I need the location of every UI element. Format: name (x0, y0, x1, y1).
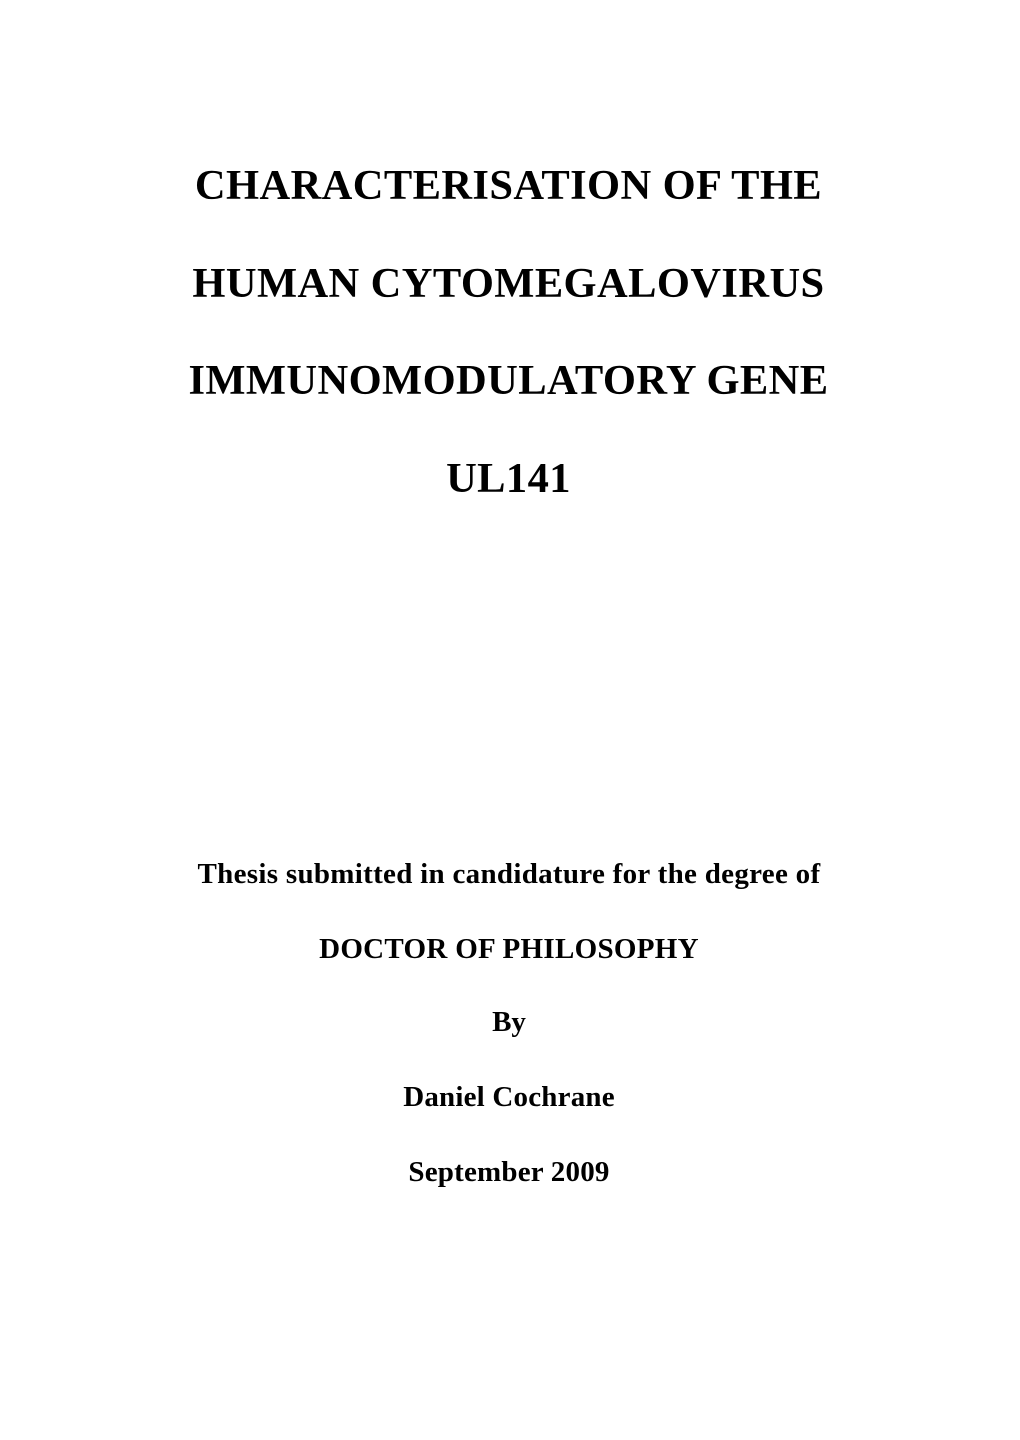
title-line-2: HUMAN CYTOMEGALOVIRUS (77, 263, 940, 306)
title-line-3: IMMUNOMODULATORY GENE (77, 360, 940, 403)
author-name: Daniel Cochrane (78, 1081, 940, 1114)
title-line-4: UL141 (77, 458, 940, 501)
submission-block: Thesis submitted in candidature for the … (78, 858, 940, 1189)
degree-title: DOCTOR OF PHILOSOPHY (78, 933, 940, 966)
title-line-1: CHARACTERISATION OF THE (77, 165, 940, 208)
by-label: By (78, 1006, 940, 1039)
thesis-title-page: CHARACTERISATION OF THE HUMAN CYTOMEGALO… (0, 0, 1020, 1440)
submission-text: Thesis submitted in candidature for the … (78, 858, 940, 891)
submission-date: September 2009 (78, 1156, 940, 1189)
title-block: CHARACTERISATION OF THE HUMAN CYTOMEGALO… (77, 165, 940, 500)
